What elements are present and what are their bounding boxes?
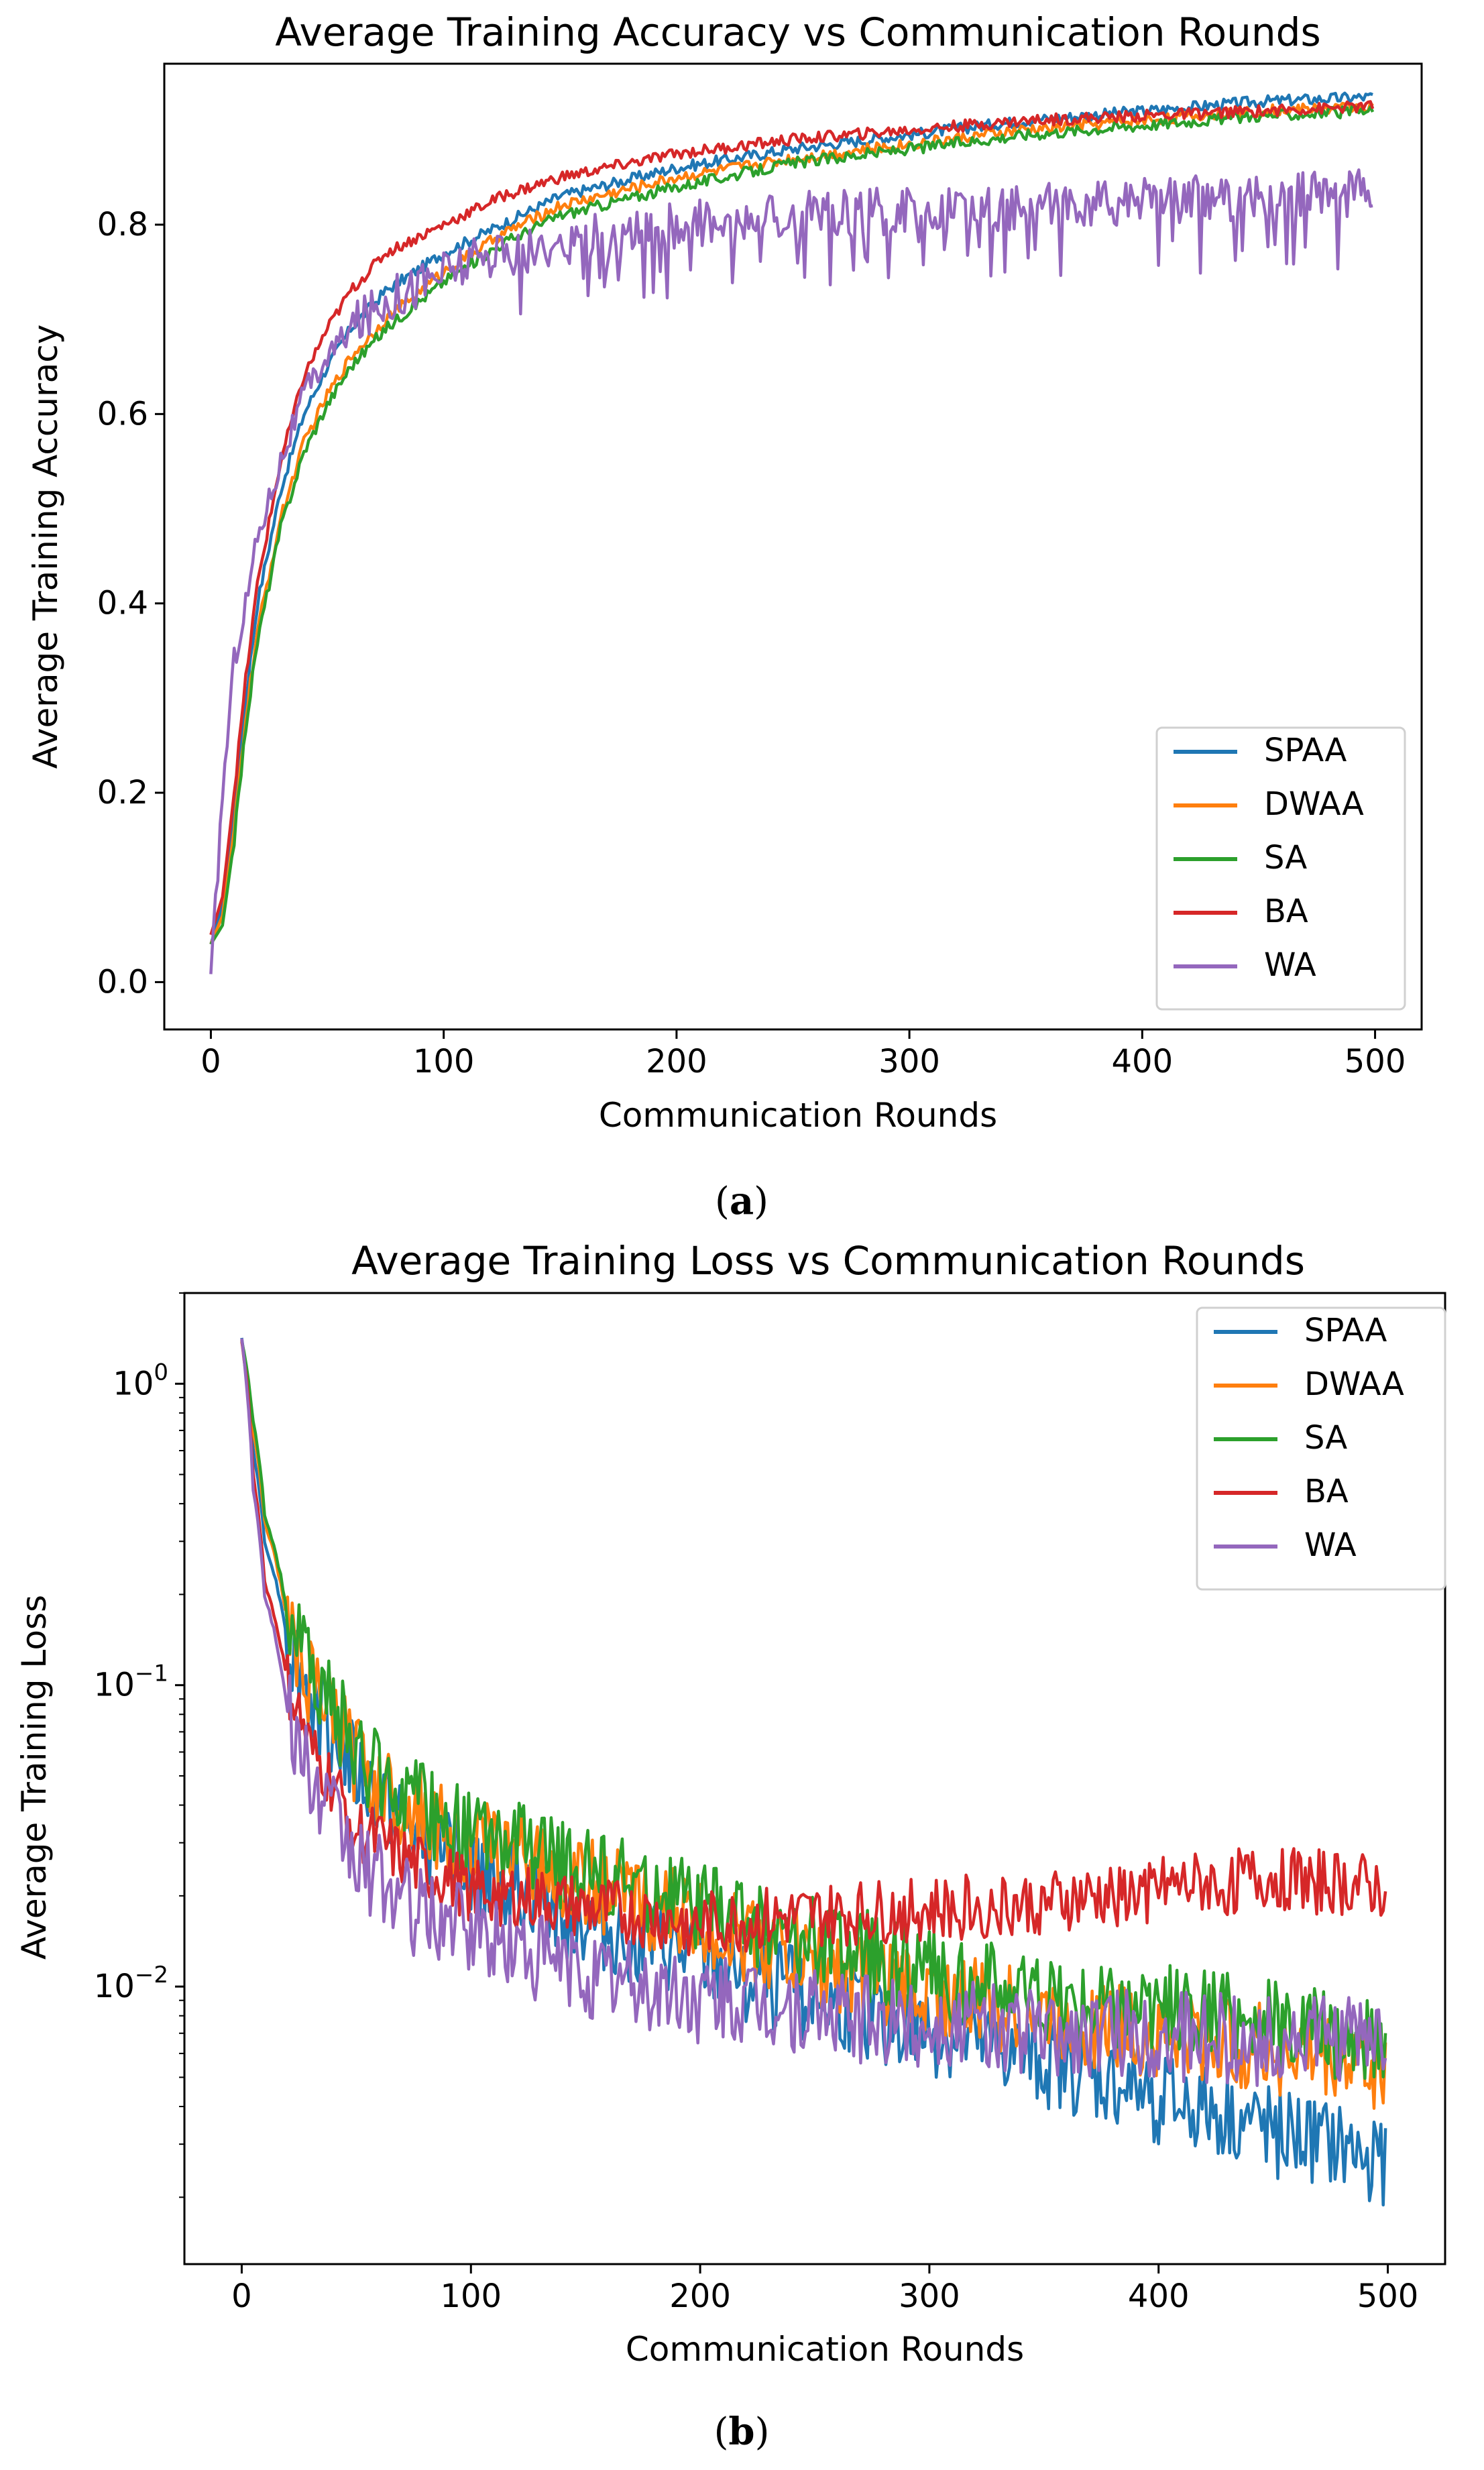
chart-a-y-axis-label: Average Training Accuracy bbox=[26, 325, 65, 769]
series-line-wa bbox=[209, 168, 1373, 974]
x-tick-label: 500 bbox=[1357, 2278, 1419, 2315]
y-tick-label: 0.4 bbox=[97, 585, 148, 622]
chart-b-title: Average Training Loss vs Communication R… bbox=[351, 1238, 1305, 1284]
x-tick-label: 500 bbox=[1345, 1043, 1406, 1080]
legend-label-dwaa: DWAA bbox=[1264, 785, 1364, 823]
x-tick-label: 400 bbox=[1128, 2278, 1190, 2315]
chart-a-caption: (a) bbox=[715, 1179, 768, 1223]
legend-label-sa: SA bbox=[1304, 1419, 1347, 1457]
x-tick-label: 0 bbox=[231, 2278, 252, 2315]
chart-b-x-axis-label: Communication Rounds bbox=[626, 2330, 1024, 2369]
chart-b-y-axis-label: Average Training Loss bbox=[15, 1595, 54, 1960]
chart-b-caption-letter: b bbox=[728, 2410, 754, 2454]
chart-b-caption: (b) bbox=[714, 2410, 770, 2454]
y-tick-base: 10 bbox=[94, 1667, 135, 1704]
legend-label-wa: WA bbox=[1264, 946, 1316, 984]
chart-b-series-group bbox=[240, 1337, 1387, 2207]
y-tick-label: 0.8 bbox=[97, 206, 148, 243]
y-tick-base: 10 bbox=[94, 1968, 135, 2005]
chart-a-series-group bbox=[209, 91, 1375, 974]
legend-frame bbox=[1196, 1306, 1446, 1591]
y-tick-label: 0.0 bbox=[97, 963, 148, 1001]
x-tick-label: 100 bbox=[413, 1043, 475, 1080]
y-tick-exponent: 0 bbox=[154, 1359, 168, 1386]
legend-label-ba: BA bbox=[1304, 1473, 1349, 1510]
y-tick-label: 100 bbox=[113, 1359, 168, 1402]
series-line-ba bbox=[209, 100, 1375, 936]
legend-label-ba: BA bbox=[1264, 893, 1308, 930]
legend-label-wa: WA bbox=[1304, 1526, 1357, 1564]
chart-a-accuracy: Average Training Accuracy vs Communicati… bbox=[26, 9, 1423, 1223]
x-tick-label: 0 bbox=[201, 1043, 221, 1080]
chart-b-legend: SPAA DWAA SA BA WA bbox=[1196, 1306, 1446, 1591]
x-tick-label: 300 bbox=[878, 1043, 940, 1080]
y-tick-label: 10−1 bbox=[94, 1661, 168, 1704]
chart-a-y-ticks: 0.0 0.2 0.4 0.6 0.8 bbox=[97, 206, 164, 1001]
legend-frame bbox=[1155, 726, 1406, 1011]
chart-a-x-ticks: 0 100 200 300 400 500 bbox=[201, 1029, 1406, 1080]
chart-a-plot-frame bbox=[163, 62, 1423, 1031]
legend-label-spaa: SPAA bbox=[1264, 732, 1347, 769]
x-tick-label: 300 bbox=[899, 2278, 960, 2315]
chart-b-loss: Average Training Loss vs Communication R… bbox=[15, 1238, 1446, 2454]
legend-label-dwaa: DWAA bbox=[1304, 1365, 1404, 1403]
legend-label-sa: SA bbox=[1264, 839, 1307, 877]
chart-a-legend: SPAA DWAA SA BA WA bbox=[1155, 726, 1406, 1011]
x-tick-label: 400 bbox=[1112, 1043, 1174, 1080]
chart-b-plot-frame bbox=[183, 1292, 1446, 2265]
y-tick-base: 10 bbox=[113, 1365, 154, 1402]
chart-a-x-axis-label: Communication Rounds bbox=[599, 1096, 997, 1135]
x-tick-label: 100 bbox=[440, 2278, 502, 2315]
x-tick-label: 200 bbox=[646, 1043, 707, 1080]
legend-label-spaa: SPAA bbox=[1304, 1312, 1387, 1349]
series-line-sa bbox=[209, 105, 1375, 946]
chart-a-title: Average Training Accuracy vs Communicati… bbox=[275, 9, 1320, 55]
chart-a-caption-letter: a bbox=[730, 1179, 754, 1223]
series-line-wa bbox=[240, 1338, 1387, 2087]
x-tick-label: 200 bbox=[669, 2278, 731, 2315]
y-tick-label: 0.2 bbox=[97, 774, 148, 811]
y-tick-label: 0.6 bbox=[97, 395, 148, 433]
chart-b-x-ticks: 0 100 200 300 400 500 bbox=[231, 2264, 1418, 2315]
y-tick-label: 10−2 bbox=[94, 1962, 168, 2005]
y-tick-exponent: −1 bbox=[135, 1661, 168, 1687]
y-tick-exponent: −2 bbox=[135, 1962, 168, 1988]
